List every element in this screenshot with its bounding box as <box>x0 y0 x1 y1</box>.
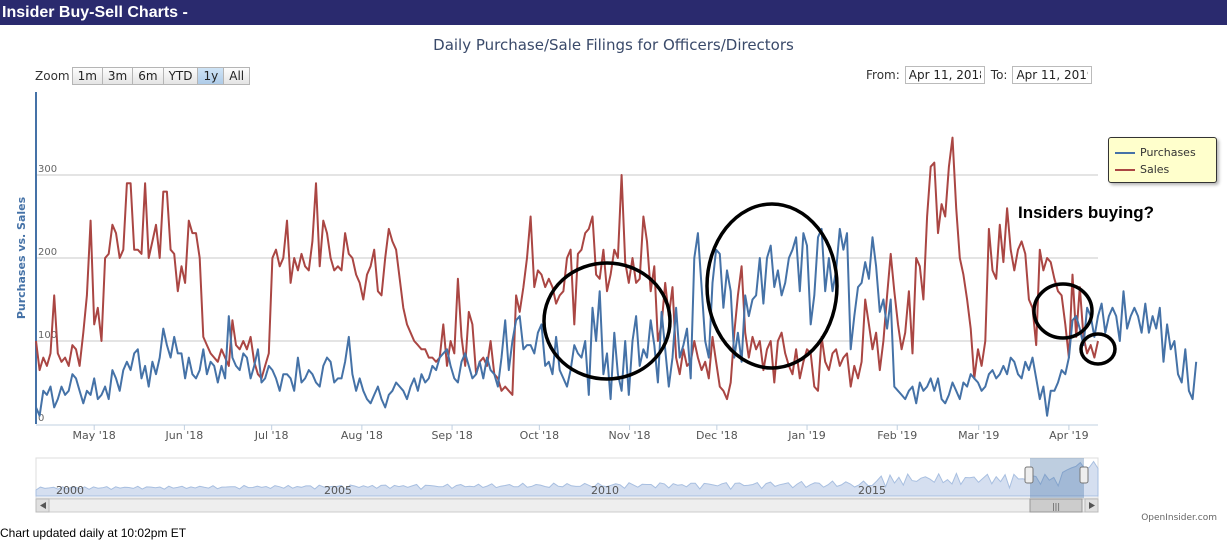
navigator-right-handle[interactable] <box>1079 466 1089 484</box>
annotation-circle-mar <box>1032 282 1094 340</box>
grip-icon: ||| <box>1052 502 1060 511</box>
scrollbar-thumb[interactable] <box>1029 498 1083 513</box>
navigator-year-label: 2010 <box>591 484 619 497</box>
x-tick-label: Mar '19 <box>958 429 999 442</box>
purchases-series-line <box>35 227 1198 417</box>
navigator-left-handle[interactable] <box>1024 466 1034 484</box>
y-tick-0: 0 <box>38 413 44 424</box>
x-tick-label: Aug '18 <box>341 429 383 442</box>
navigator-scrollbar[interactable] <box>35 498 1099 513</box>
zoom-6m-button[interactable]: 6m <box>132 67 164 85</box>
purchases-swatch <box>1115 151 1135 154</box>
x-tick-label: May '18 <box>73 429 116 442</box>
navigator-year-label: 2015 <box>858 484 886 497</box>
x-tick-labels: May '18 Jun '18 Jul '18 Aug '18 Sep '18 Oct '… <box>73 425 1089 442</box>
annotation-circle-dec <box>705 202 839 370</box>
from-date-input[interactable] <box>904 66 985 84</box>
y-tick-labels: 0 100 200 300 <box>38 164 57 424</box>
navigator-labels: 2000 2005 2010 2015 <box>56 484 886 497</box>
arrow-left-icon <box>40 502 46 509</box>
navigator-area <box>35 460 1099 497</box>
sales-series-line <box>35 136 1099 401</box>
header-title: Insider Buy-Sell Charts - <box>2 4 188 21</box>
from-label: From: <box>866 68 900 82</box>
x-tick-label: Jan '19 <box>787 429 825 442</box>
y-tick-300: 300 <box>38 164 57 175</box>
chart-legend: Purchases Sales <box>1108 137 1217 183</box>
x-tick-label: Jul '18 <box>254 429 289 442</box>
navigator: 2000 2005 2010 2015 ||| <box>35 457 1099 513</box>
credit-text: OpenInsider.com <box>1141 513 1217 523</box>
annotation-text: Insiders buying? <box>1018 203 1155 222</box>
y-axis-label: Purchases vs. Sales <box>15 196 28 319</box>
legend-item-sales[interactable]: Sales <box>1109 161 1216 178</box>
arrow-right-icon <box>1089 502 1095 509</box>
to-label: To: <box>990 68 1008 82</box>
x-tick-label: Oct '18 <box>520 429 560 442</box>
navigator-year-label: 2000 <box>56 484 84 497</box>
x-tick-label: Feb '19 <box>877 429 917 442</box>
chart-title: Daily Purchase/Sale Filings for Officers… <box>433 36 794 54</box>
page-header: Insider Buy-Sell Charts - <box>0 0 1227 25</box>
navigator-year-label: 2005 <box>324 484 352 497</box>
x-tick-label: Jun '18 <box>165 429 204 442</box>
zoom-ytd-button[interactable]: YTD <box>162 67 199 85</box>
date-range: From: To: <box>866 66 1098 84</box>
annotation-circle-apr <box>1079 332 1117 366</box>
legend-sales-label: Sales <box>1140 163 1170 176</box>
annotation-circle-oct <box>542 261 672 381</box>
x-tick-label: Sep '18 <box>431 429 472 442</box>
zoom-controls: Zoom 1m 3m 6m YTD 1y All <box>35 67 251 85</box>
x-tick-label: Nov '18 <box>609 429 651 442</box>
sales-swatch <box>1115 168 1135 171</box>
legend-purchases-label: Purchases <box>1140 146 1196 159</box>
x-tick-label: Dec '18 <box>696 429 738 442</box>
zoom-label: Zoom <box>35 69 70 83</box>
footer-text: Chart updated daily at 10:02pm ET <box>0 526 187 540</box>
legend-item-purchases[interactable]: Purchases <box>1109 144 1216 161</box>
zoom-all-button[interactable]: All <box>223 67 251 85</box>
y-tick-100: 100 <box>38 330 57 341</box>
x-tick-label: Apr '19 <box>1049 429 1089 442</box>
to-date-input[interactable] <box>1012 66 1093 84</box>
navigator-selection <box>1030 458 1084 498</box>
y-tick-200: 200 <box>38 247 57 258</box>
